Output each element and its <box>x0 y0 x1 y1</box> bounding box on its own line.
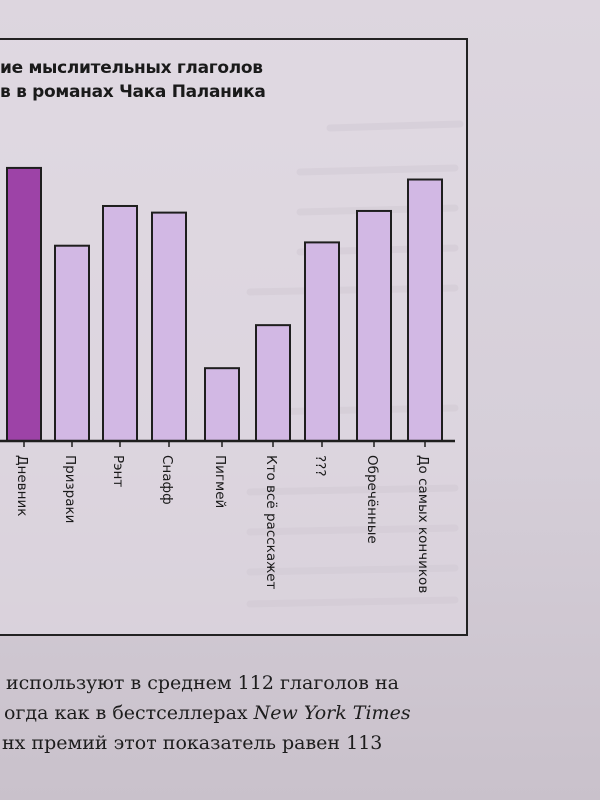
bar-1 <box>6 166 42 443</box>
bar-6 <box>255 324 291 442</box>
x-tick-label-1: Дневник <box>14 455 30 516</box>
bar-8 <box>356 209 392 442</box>
x-tick-label-3: Рэнт <box>110 455 126 487</box>
bar-7 <box>304 241 340 442</box>
x-tick-label-9: До самых кончиков <box>415 455 431 593</box>
bar-2 <box>54 244 90 442</box>
body-text-line-1: используют в среднем 112 глаголов на <box>6 672 399 694</box>
chart-title-line-1: ие мыслительных глаголов <box>0 58 263 78</box>
body-text-line-3: нх премий этот показатель равен 113 <box>2 732 383 754</box>
bar-5 <box>204 367 240 442</box>
x-tick-label-8: Обречённые <box>364 455 380 544</box>
bar-3 <box>102 204 138 442</box>
bar-4 <box>151 211 187 442</box>
x-tick-label-4: Снафф <box>159 455 175 505</box>
x-tick-label-7: ??? <box>312 455 328 477</box>
x-tick-label-2: Призраки <box>62 455 78 523</box>
chart-title-line-2: в в романах Чака Паланика <box>0 82 266 102</box>
x-tick-label-5: Пигмей <box>212 455 228 508</box>
body-text-line-2-regular: огда как в бестселлерах <box>4 702 254 724</box>
x-tick-label-6: Кто всё расскажет <box>263 455 279 590</box>
body-text-line-2-italic: New York Times <box>253 702 411 724</box>
chart-title: ие мыслительных глаголов в в романах Чак… <box>0 56 330 104</box>
bar-9 <box>407 178 443 442</box>
body-text-line-2: огда как в бестселлерах New York Times <box>4 702 411 724</box>
